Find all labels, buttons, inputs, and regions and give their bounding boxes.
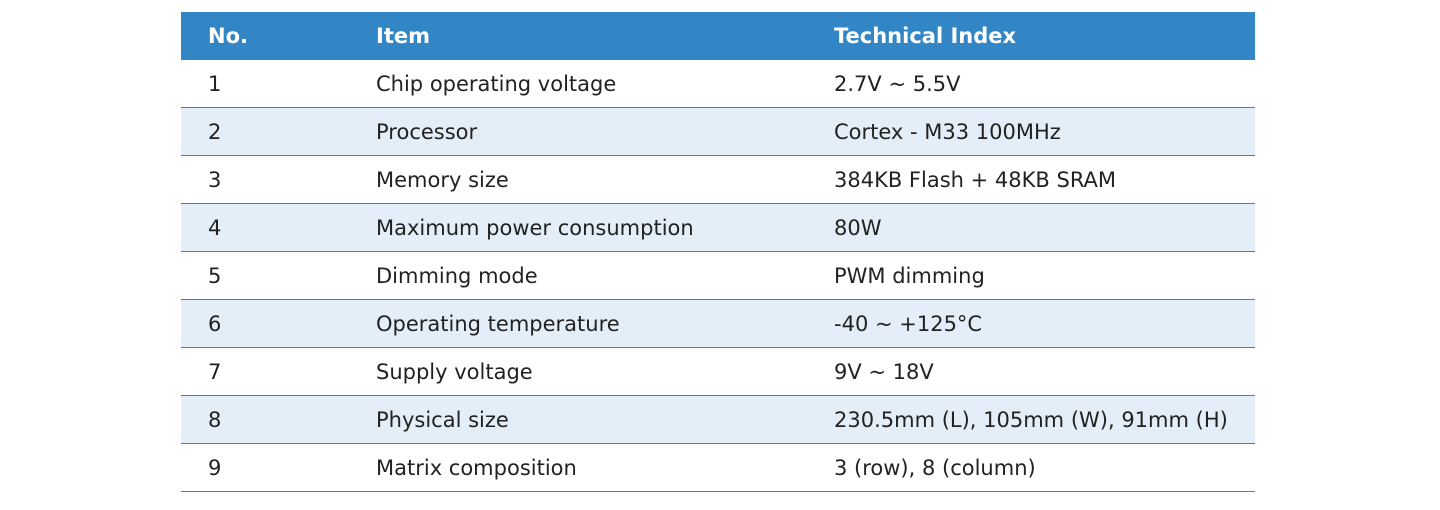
table-cell: 3 [181,155,376,204]
table-cell: 4 [181,203,376,252]
header-cell: Item [376,12,834,60]
table-row: 2 Processor Cortex - M33 100MHz [181,107,1255,156]
table-cell: Cortex - M33 100MHz [834,107,1255,156]
table-row: 7 Supply voltage 9V ~ 18V [181,347,1255,396]
table-cell: Dimming mode [376,251,834,300]
table-cell: 3 (row), 8 (column) [834,443,1255,492]
table-cell: Memory size [376,155,834,204]
table-row: 4 Maximum power consumption 80W [181,203,1255,252]
table-cell: 2 [181,107,376,156]
table-cell: 9V ~ 18V [834,347,1255,396]
table-cell: 2.7V ~ 5.5V [834,60,1255,108]
table-cell: 9 [181,443,376,492]
table-row: 5 Dimming mode PWM dimming [181,251,1255,300]
table-row: 3 Memory size 384KB Flash + 48KB SRAM [181,155,1255,204]
table-cell: Matrix composition [376,443,834,492]
header-cell: Technical Index [834,12,1255,60]
table-cell: 7 [181,347,376,396]
header-row: No. Item Technical Index [181,12,1255,60]
table-row: 6 Operating temperature -40 ~ +125°C [181,299,1255,348]
table-cell: 6 [181,299,376,348]
table-cell: Physical size [376,395,834,444]
table-cell: -40 ~ +125°C [834,299,1255,348]
table-cell: PWM dimming [834,251,1255,300]
table-cell: Maximum power consumption [376,203,834,252]
table-row: 8 Physical size 230.5mm (L), 105mm (W), 91… [181,395,1255,444]
table-cell: Operating temperature [376,299,834,348]
table-row: 1 Chip operating voltage 2.7V ~ 5.5V [181,60,1255,108]
table-cell: Chip operating voltage [376,60,834,108]
table-cell: 384KB Flash + 48KB SRAM [834,155,1255,204]
table-body: 1 Chip operating voltage 2.7V ~ 5.5V 2 Proce… [181,60,1255,492]
table-cell: 8 [181,395,376,444]
table-cell: Supply voltage [376,347,834,396]
table-cell: 5 [181,251,376,300]
table-cell: 1 [181,60,376,108]
table-row: 9 Matrix composition 3 (row), 8 (column) [181,443,1255,492]
header-cell: No. [181,12,376,60]
table-cell: Processor [376,107,834,156]
table-cell: 80W [834,203,1255,252]
spec-table: No. Item Technical Index 1 Chip operating v… [181,12,1255,492]
table-cell: 230.5mm (L), 105mm (W), 91mm (H) [834,395,1255,444]
